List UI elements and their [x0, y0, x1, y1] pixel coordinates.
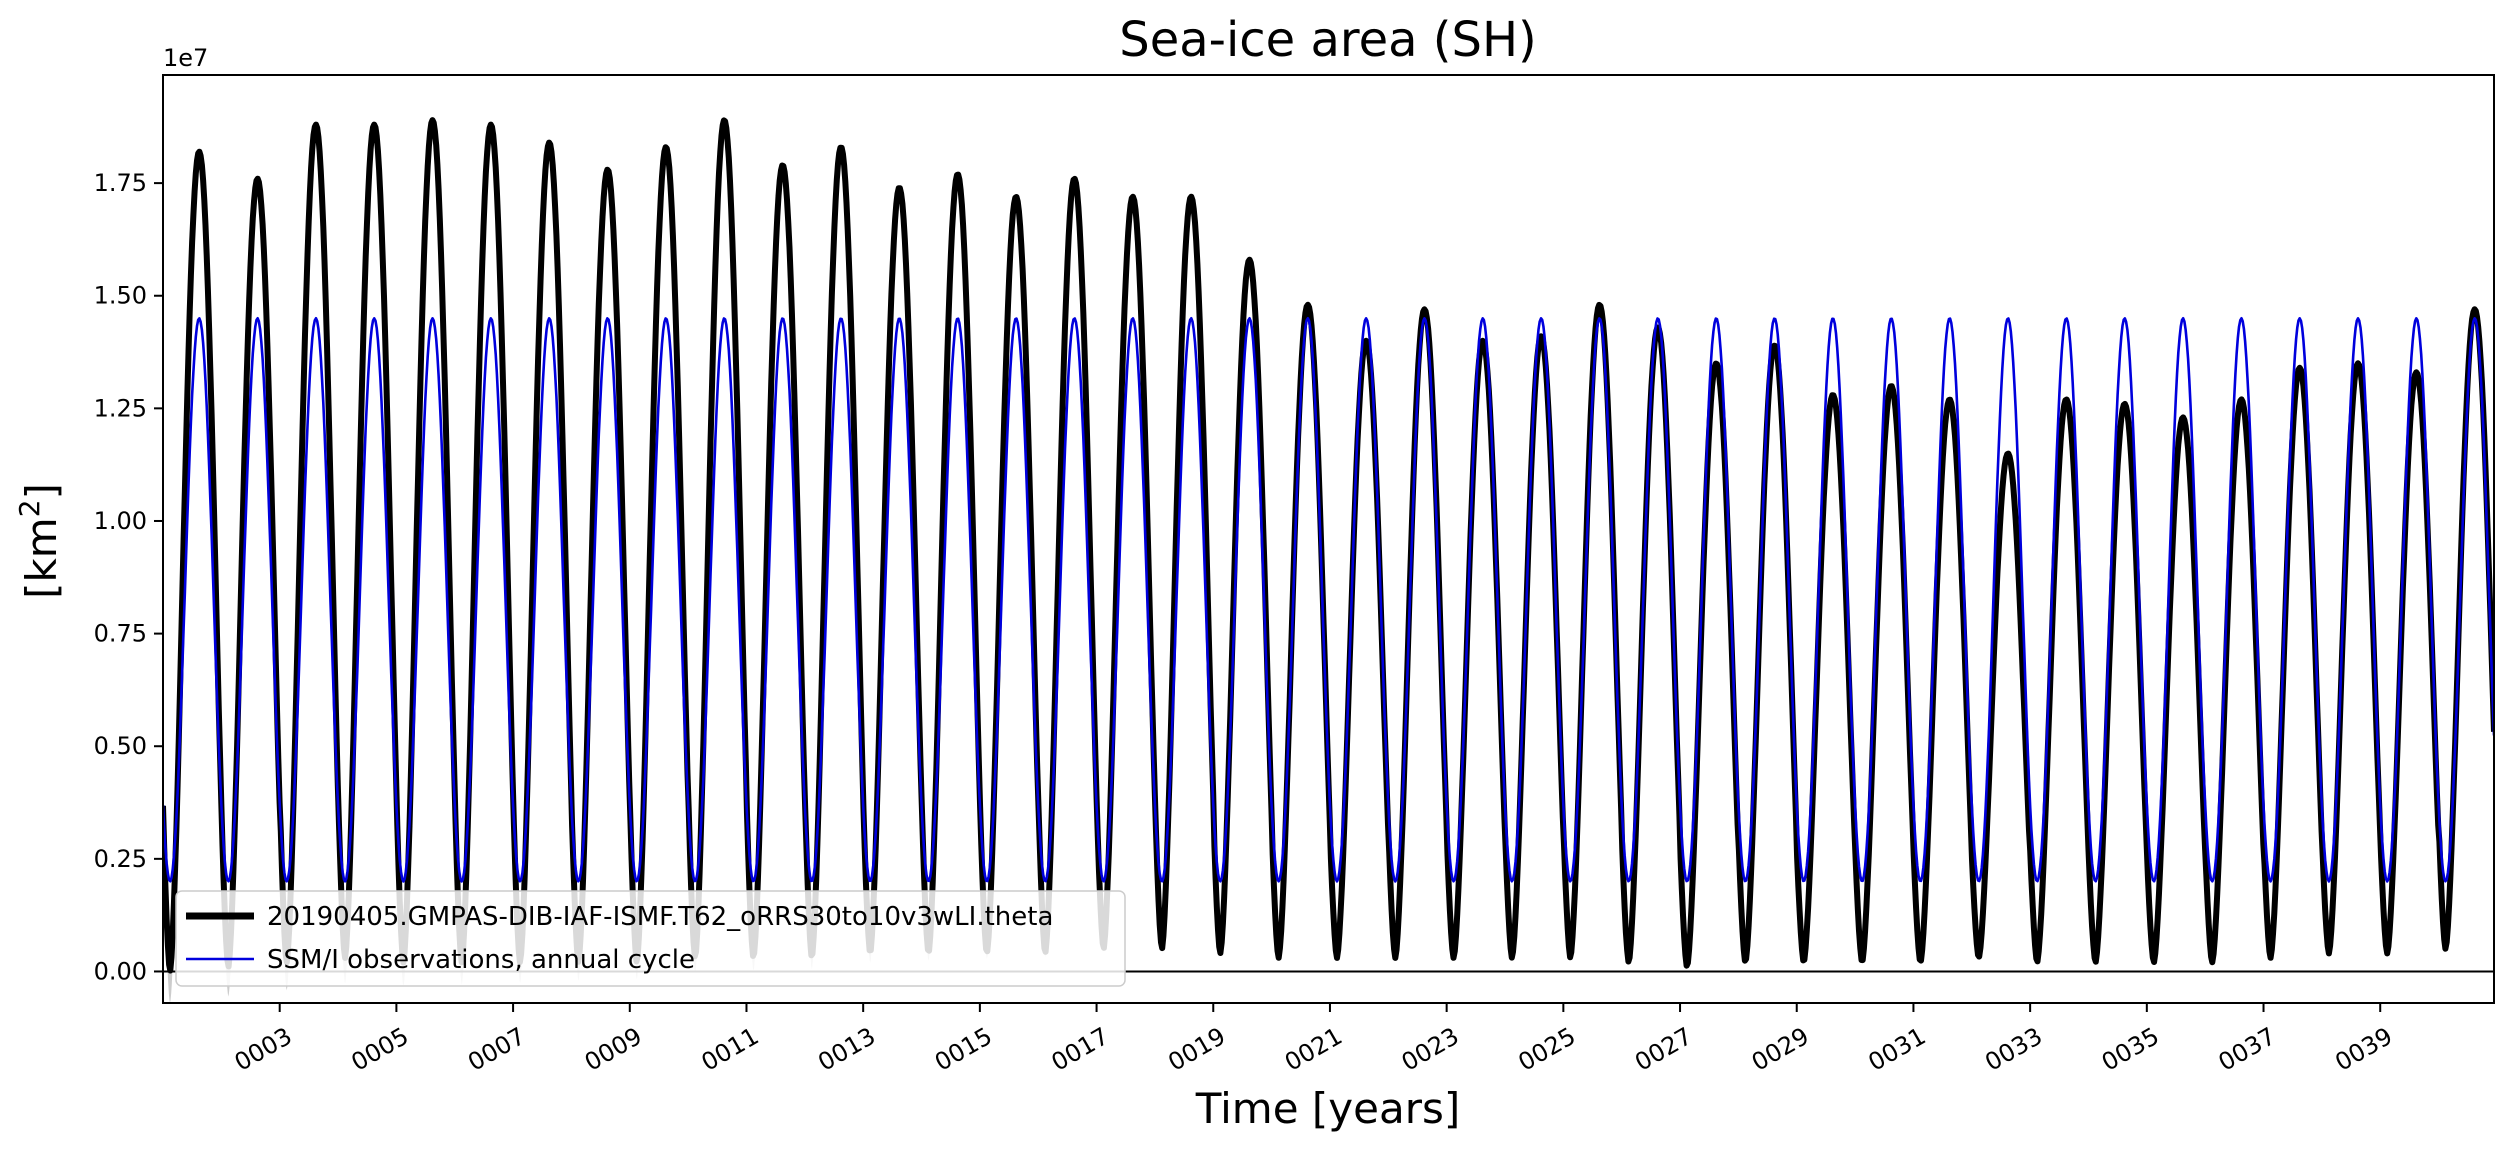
x-tick-label: 0003	[230, 1022, 297, 1077]
x-tick-label: 0009	[580, 1022, 647, 1077]
x-tick-label: 0039	[2330, 1022, 2397, 1077]
series-line-observations	[163, 317, 2494, 883]
legend-frame	[175, 890, 1126, 987]
x-tick-label: 0013	[813, 1022, 880, 1077]
x-tick-label: 0005	[346, 1022, 413, 1077]
x-tick-label: 0019	[1163, 1022, 1230, 1077]
y-offset-label: 1e7	[163, 44, 208, 72]
chart-title: Sea-ice area (SH)	[1119, 12, 1537, 68]
y-axis-title: [km2]	[13, 483, 66, 599]
x-tick-label: 0021	[1280, 1022, 1347, 1077]
x-tick-label: 0011	[697, 1022, 764, 1077]
x-tick-label: 0015	[930, 1022, 997, 1077]
y-tick-label: 0.25	[94, 845, 147, 873]
x-tick-label: 0035	[2097, 1022, 2164, 1077]
y-tick-label: 0.50	[94, 732, 147, 760]
legend-label-observations: SSM/I observations, annual cycle	[267, 945, 695, 975]
x-tick-label: 0025	[1513, 1022, 1580, 1077]
series-line-model	[163, 117, 2494, 974]
plot-frame	[162, 74, 2495, 1004]
y-tick-label: 1.75	[94, 169, 147, 197]
x-tick-label: 0027	[1630, 1022, 1697, 1077]
x-tick-label: 0037	[2214, 1022, 2281, 1077]
x-axis-title: Time [years]	[1195, 1084, 1461, 1133]
y-tick-label: 0.75	[94, 620, 147, 648]
y-tick-label: 1.25	[94, 394, 147, 422]
x-tick-label: 0031	[1864, 1022, 1931, 1077]
x-tick-label: 0023	[1397, 1022, 1464, 1077]
y-tick-label: 0.00	[94, 957, 147, 985]
y-tick-label: 1.00	[94, 507, 147, 535]
x-tick-label: 0029	[1747, 1022, 1814, 1077]
x-tick-label: 0017	[1047, 1022, 1114, 1077]
legend-label-model: 20190405.GMPAS-DIB-IAF-ISMF.T62_oRRS30to…	[267, 902, 1053, 932]
y-tick-label: 1.50	[94, 282, 147, 310]
legend: 20190405.GMPAS-DIB-IAF-ISMF.T62_oRRS30to…	[175, 890, 1126, 987]
x-tick-label: 0007	[463, 1022, 530, 1077]
series-layer	[163, 117, 2494, 974]
x-tick-label: 0033	[1980, 1022, 2047, 1077]
